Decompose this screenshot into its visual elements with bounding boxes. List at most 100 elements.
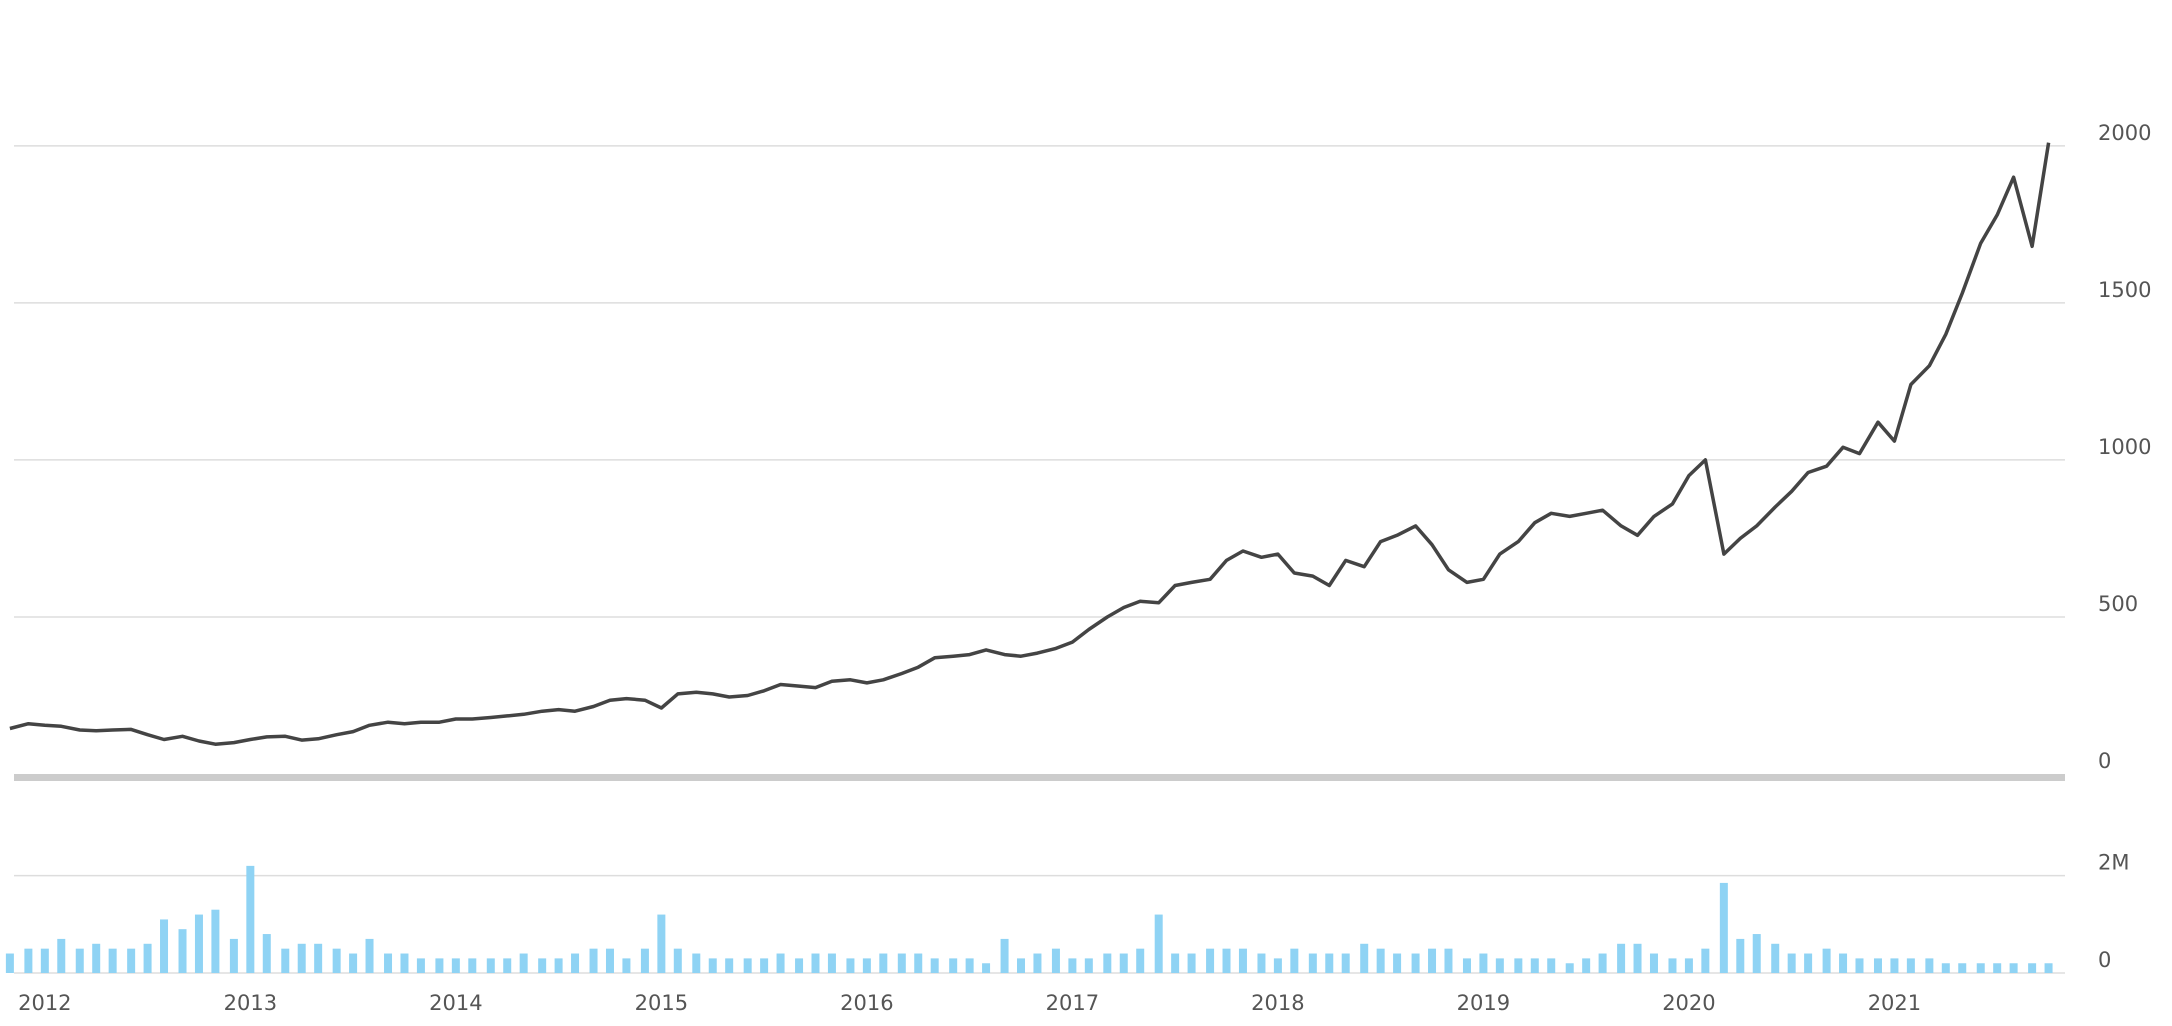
volume-bar xyxy=(554,958,563,973)
volume-bar xyxy=(1444,948,1453,973)
volume-bar xyxy=(2028,963,2037,973)
x-tick-label: 2016 xyxy=(840,991,893,1015)
volume-bar xyxy=(1222,948,1231,973)
x-tick-label: 2012 xyxy=(18,991,71,1015)
volume-bar xyxy=(519,953,528,973)
volume-bar xyxy=(400,953,409,973)
volume-bar xyxy=(657,914,666,973)
volume-bar xyxy=(1906,958,1915,973)
volume-bar xyxy=(949,958,958,973)
volume-bar xyxy=(314,943,323,973)
axis-separator xyxy=(14,774,2065,781)
volume-bar xyxy=(622,958,631,973)
volume-bar xyxy=(1617,943,1626,973)
volume-bar xyxy=(229,938,238,973)
volume-bar xyxy=(1411,953,1420,973)
volume-bar xyxy=(143,943,152,973)
volume-bar xyxy=(194,914,203,973)
volume-bar xyxy=(262,934,271,973)
volume-bar xyxy=(1719,882,1728,973)
volume-bar xyxy=(1257,953,1266,973)
volume-bar xyxy=(1171,953,1180,973)
volume-bar xyxy=(468,958,477,973)
volume-bar xyxy=(332,948,341,973)
volume-bar xyxy=(211,909,220,973)
volume-bar xyxy=(1684,958,1693,973)
volume-bar xyxy=(160,919,169,973)
volume-bar xyxy=(1273,958,1282,973)
volume-bar xyxy=(108,948,117,973)
volume-bar xyxy=(349,953,358,973)
volume-bar xyxy=(862,958,871,973)
volume-bar xyxy=(538,958,547,973)
y2-tick-label: 0 xyxy=(2098,948,2111,972)
x-tick-label: 2015 xyxy=(635,991,688,1015)
volume-bar xyxy=(1360,943,1369,973)
volume-bar xyxy=(795,958,804,973)
x-tick-label: 2020 xyxy=(1662,991,1715,1015)
volume-bar xyxy=(673,948,682,973)
volume-bar xyxy=(1495,958,1504,973)
x-tick-label: 2017 xyxy=(1046,991,1099,1015)
volume-bar xyxy=(1890,958,1899,973)
volume-bar xyxy=(1668,958,1677,973)
y-tick-label: 1500 xyxy=(2098,278,2151,302)
volume-bar xyxy=(435,958,444,973)
volume-bar xyxy=(1547,958,1556,973)
volume-bar xyxy=(1941,963,1950,973)
volume-bar xyxy=(1308,953,1317,973)
volume-bar xyxy=(2009,963,2018,973)
volume-bar xyxy=(879,953,888,973)
volume-bar xyxy=(1925,958,1934,973)
volume-bar xyxy=(1839,953,1848,973)
volume-bar xyxy=(127,948,136,973)
volume-bar xyxy=(1428,948,1437,973)
volume-bar xyxy=(1565,963,1574,973)
volume-bar xyxy=(1341,953,1350,973)
volume-bar xyxy=(1187,953,1196,973)
volume-bar xyxy=(1958,963,1967,973)
volume-bar xyxy=(246,865,255,973)
volume-bar xyxy=(776,953,785,973)
volume-bar xyxy=(1787,953,1796,973)
volume-bar xyxy=(1238,948,1247,973)
volume-bar xyxy=(503,958,512,973)
volume-bar xyxy=(40,948,49,973)
volume-bar xyxy=(1393,953,1402,973)
volume-bar xyxy=(708,958,717,973)
volume-bar xyxy=(743,958,752,973)
volume-bar xyxy=(1514,958,1523,973)
volume-bar xyxy=(1068,958,1077,973)
volume-bar xyxy=(1855,958,1864,973)
volume-bar xyxy=(1103,953,1112,973)
volume-bar xyxy=(965,958,974,973)
volume-bar xyxy=(1017,958,1026,973)
volume-bar xyxy=(1136,948,1145,973)
volume-bar xyxy=(92,943,101,973)
volume-bar xyxy=(24,948,33,973)
volume-bar xyxy=(897,953,906,973)
volume-bar xyxy=(1752,934,1761,973)
volume-bar xyxy=(1119,953,1128,973)
volume-bar xyxy=(281,948,290,973)
volume-bar xyxy=(605,948,614,973)
volume-bar xyxy=(178,929,187,973)
volume-bar xyxy=(930,958,939,973)
volume-bar xyxy=(1462,958,1471,973)
volume-bar xyxy=(5,953,14,973)
volume-bar xyxy=(1993,963,2002,973)
volume-bar xyxy=(1598,953,1607,973)
volume-bar xyxy=(589,948,598,973)
volume-bar xyxy=(1771,943,1780,973)
y-tick-label: 1000 xyxy=(2098,435,2151,459)
volume-bar xyxy=(416,958,425,973)
volume-bar xyxy=(827,953,836,973)
volume-bar xyxy=(451,958,460,973)
volume-bar xyxy=(1530,958,1539,973)
volume-bar xyxy=(982,963,991,973)
x-tick-label: 2014 xyxy=(429,991,482,1015)
x-tick-label: 2021 xyxy=(1868,991,1921,1015)
y-tick-label: 500 xyxy=(2098,592,2138,616)
volume-bar xyxy=(57,938,66,973)
